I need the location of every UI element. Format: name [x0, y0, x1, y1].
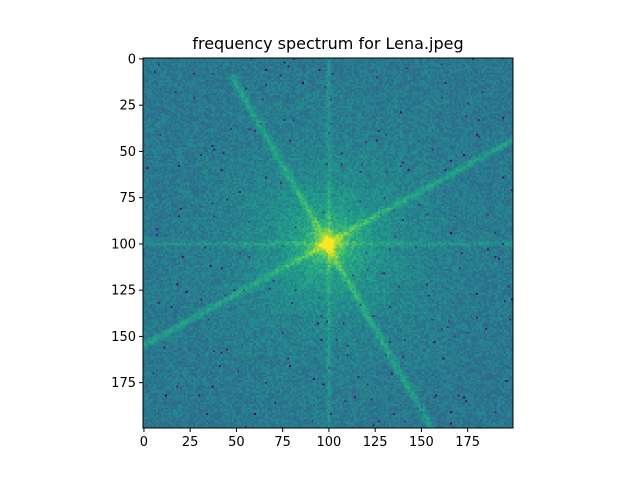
chart-title: frequency spectrum for Lena.jpeg [192, 34, 463, 53]
x-tick-label: 50 [228, 435, 245, 450]
y-tick-label: 125 [111, 284, 136, 299]
plot-frame [142, 57, 514, 429]
y-tick-label: 75 [119, 191, 136, 206]
y-tick-label: 50 [119, 145, 136, 160]
y-tick-label: 100 [111, 237, 136, 252]
y-axis: 0 25 50 75 100 125 150 175 [111, 52, 143, 391]
y-tick-label: 25 [119, 99, 136, 114]
x-tick-label: 25 [182, 435, 199, 450]
x-tick-label: 150 [409, 435, 434, 450]
x-axis: 0 25 50 75 100 125 150 175 [140, 428, 480, 450]
spectrum-heatmap [143, 58, 513, 428]
x-tick-label: 175 [455, 435, 480, 450]
x-tick-label: 100 [317, 435, 342, 450]
x-tick-label: 75 [274, 435, 291, 450]
y-tick-label: 150 [111, 330, 136, 345]
y-tick-label: 0 [128, 52, 136, 67]
x-tick-label: 125 [363, 435, 388, 450]
y-tick-label: 175 [111, 376, 136, 391]
x-tick-label: 0 [140, 435, 148, 450]
